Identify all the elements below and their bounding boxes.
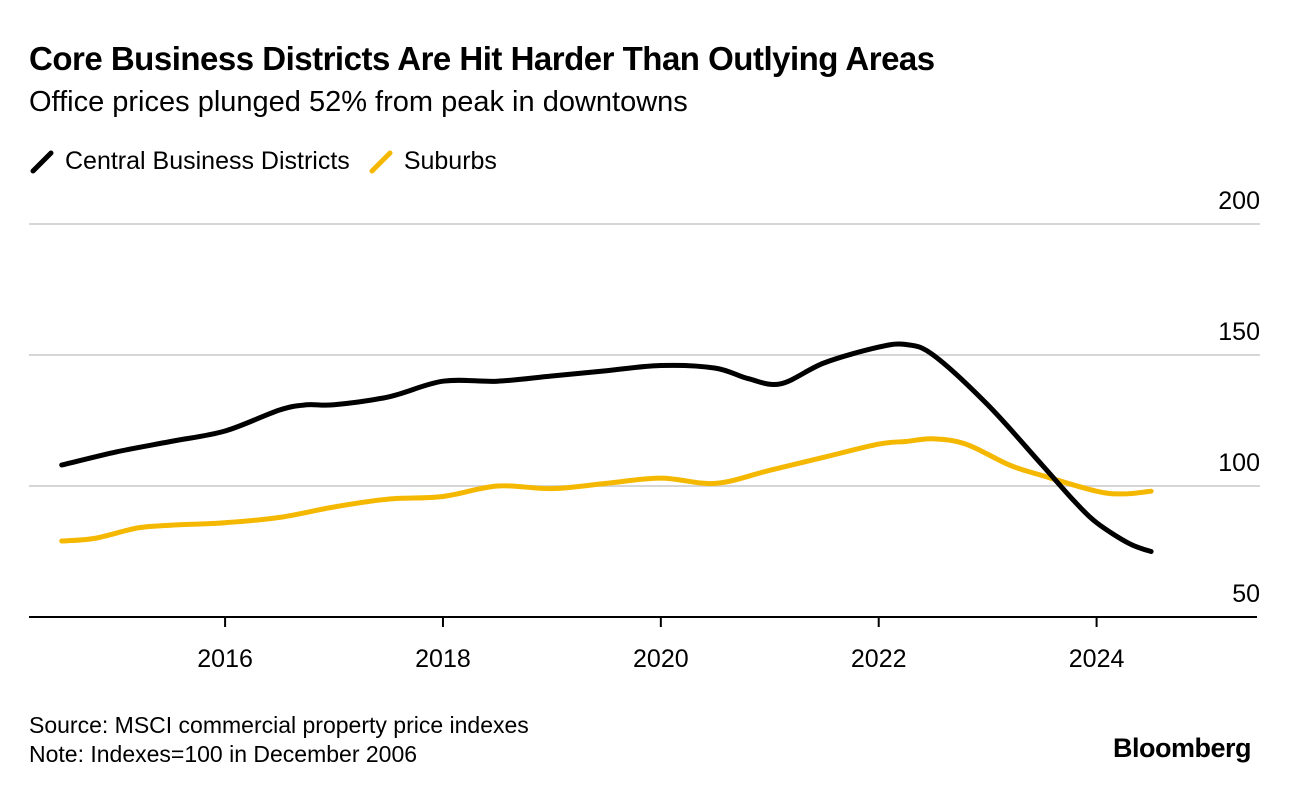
- y-tick-label: 200: [1218, 187, 1260, 215]
- y-tick-label: 100: [1218, 449, 1260, 477]
- series-line-suburbs: [59, 436, 1154, 544]
- x-tick-label: 2016: [197, 645, 253, 673]
- y-tick-label: 50: [1232, 580, 1260, 608]
- legend-item-suburbs: Suburbs: [368, 147, 497, 176]
- index-note: Note: Indexes=100 in December 2006: [29, 741, 418, 767]
- footer: Source: MSCI commercial property price i…: [29, 711, 529, 769]
- series-line-central-business-districts: [59, 341, 1154, 554]
- legend-swatch-suburbs-icon: [369, 150, 393, 173]
- legend-swatch-cbd-icon: [30, 150, 54, 173]
- source-note: Source: MSCI commercial property price i…: [29, 712, 529, 738]
- legend-item-cbd: Central Business Districts: [29, 147, 350, 176]
- x-tick-label: 2020: [633, 645, 689, 673]
- x-tick-label: 2024: [1069, 645, 1125, 673]
- chart-title: Core Business Districts Are Hit Harder T…: [29, 40, 935, 77]
- bloomberg-logo: Bloomberg: [1112, 733, 1252, 763]
- x-tick-label: 2018: [415, 645, 471, 673]
- chart-subtitle: Office prices plunged 52% from peak in d…: [29, 86, 688, 118]
- legend: Central Business Districts Suburbs: [29, 147, 515, 176]
- legend-label-suburbs: Suburbs: [403, 147, 497, 175]
- x-tick-label: 2022: [851, 645, 907, 673]
- legend-label-cbd: Central Business Districts: [65, 147, 350, 175]
- y-tick-label: 150: [1218, 318, 1260, 346]
